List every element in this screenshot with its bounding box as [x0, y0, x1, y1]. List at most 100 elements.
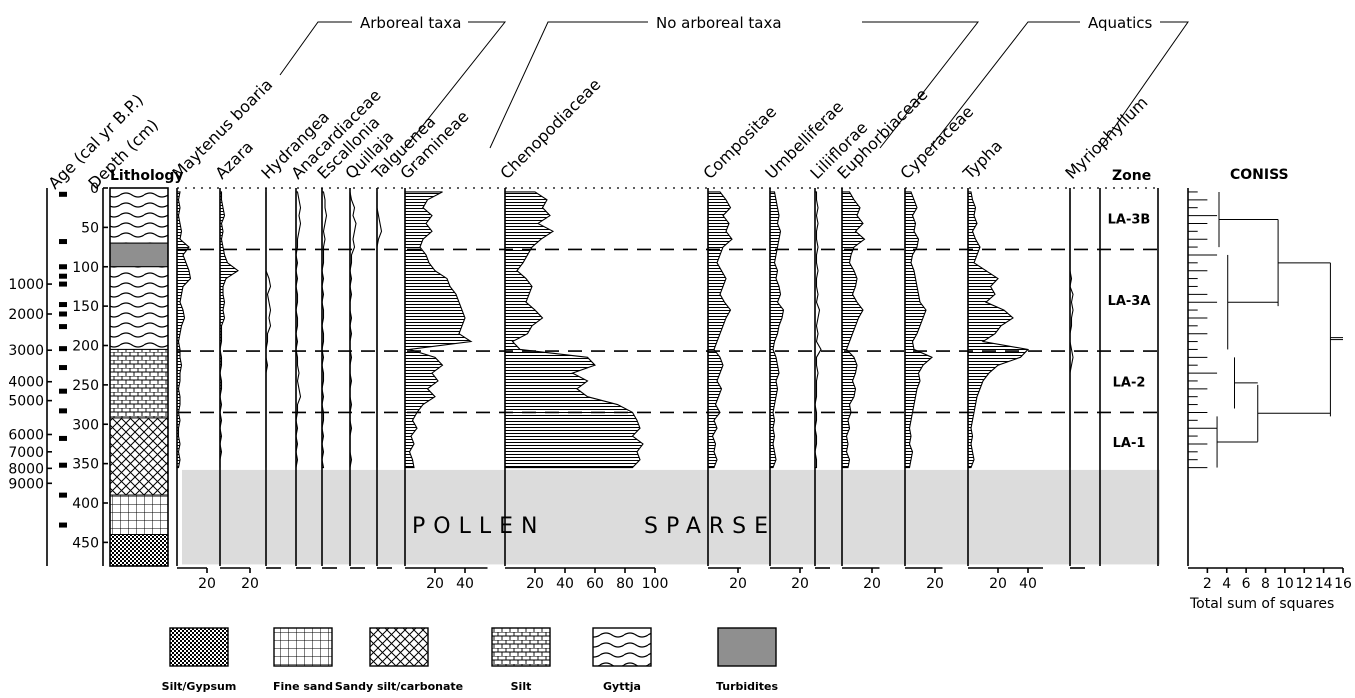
legend-label: Gyttja	[603, 680, 641, 693]
radiocarbon-date-marker	[59, 522, 67, 528]
taxon-curve	[904, 191, 934, 469]
taxon-curve	[814, 191, 822, 469]
taxon-tick-label: 20	[241, 576, 259, 592]
coniss-tick-label: 4	[1222, 576, 1231, 592]
taxon-tick-label: 40	[1019, 576, 1037, 592]
radiocarbon-date-marker	[59, 273, 67, 279]
taxon-tick-label: 20	[526, 576, 544, 592]
taxon-curve	[841, 191, 866, 469]
legend-swatch	[592, 627, 652, 667]
coniss-tick-label: 2	[1203, 576, 1212, 592]
lithology-legend: Silt/Gypsum Fine sand Sandy silt/carbonate…	[162, 627, 779, 693]
taxon-curve	[707, 191, 733, 469]
depth-tick-label: 150	[72, 299, 99, 315]
group-label-aquatics: Aquatics	[1088, 14, 1153, 32]
taxon-tick-label: 40	[556, 576, 574, 592]
legend-swatch	[273, 627, 333, 667]
legend-item-silt_gypsum: Silt/Gypsum	[162, 627, 237, 693]
radiocarbon-date-marker	[59, 311, 67, 317]
depth-tick-label: 250	[72, 378, 99, 394]
taxon-tick-label: 20	[926, 576, 944, 592]
zone-column: Zone LA-3B LA-3A LA-2 LA-1	[1099, 168, 1159, 566]
lithology-unit-fine_sand	[109, 494, 169, 535]
group-label-arboreal: Arboreal taxa	[360, 14, 461, 32]
radiocarbon-date-marker	[59, 435, 67, 441]
legend-item-sandy_silt_carbonate: Sandy silt/carbonate	[335, 627, 463, 693]
taxon-name: Typha	[959, 136, 1006, 183]
age-tick-label: 9000	[8, 476, 44, 492]
taxon-tick-label: 20	[426, 576, 444, 592]
zone-boundaries	[177, 187, 1158, 414]
radiocarbon-date-marker	[59, 408, 67, 414]
legend-swatch	[717, 627, 777, 667]
lithology-title: Lithology	[110, 168, 184, 184]
radiocarbon-date-marker	[59, 239, 67, 245]
pollen-sparse-band	[182, 469, 1160, 565]
coniss-tick-label: 10	[1276, 576, 1294, 592]
group-label-non-arboreal: No arboreal taxa	[656, 14, 782, 32]
zone-title: Zone	[1112, 168, 1151, 184]
radiocarbon-date-marker	[59, 365, 67, 371]
depth-axis: 0 50 100 150 200 250 300 350 400 450	[72, 181, 108, 566]
coniss-title: CONISS	[1230, 167, 1289, 183]
legend-item-silt: Silt	[491, 627, 551, 693]
lithology-unit-gyttja	[109, 266, 169, 350]
legend-item-fine_sand: Fine sand	[273, 627, 333, 693]
depth-tick-label: 50	[81, 220, 99, 236]
legend-label: Silt/Gypsum	[162, 680, 237, 693]
coniss-dendrogram: CONISS Total sum of squares 2 4 6 8 10 12 14 16	[1187, 167, 1352, 612]
coniss-tick-label: 12	[1295, 576, 1313, 592]
taxon-tick-label: 20	[198, 576, 216, 592]
legend-item-gyttja: Gyttja	[592, 627, 652, 693]
age-tick-label: 1000	[8, 277, 44, 293]
radiocarbon-date-marker	[59, 346, 67, 352]
radiocarbon-date-marker	[59, 462, 67, 468]
taxon-name: Chenopodiaceae	[496, 75, 604, 183]
taxon-tick-label: 60	[586, 576, 604, 592]
depth-tick-label: 200	[72, 339, 99, 355]
age-tick-label: 5000	[8, 394, 44, 410]
legend-label: Silt	[511, 680, 532, 693]
coniss-tick-label: 6	[1242, 576, 1251, 592]
coniss-xlabel: Total sum of squares	[1189, 596, 1334, 612]
taxon-tick-label: 80	[616, 576, 634, 592]
taxon-tick-label: 100	[642, 576, 669, 592]
radiocarbon-date-marker	[59, 264, 67, 270]
coniss-tick-label: 8	[1261, 576, 1270, 592]
legend-item-turbidites: Turbidites	[716, 627, 779, 693]
age-tick-label: 3000	[8, 343, 44, 359]
taxon-curve	[504, 191, 644, 469]
coniss-tick-label: 16	[1334, 576, 1352, 592]
taxon-tick-label: 20	[863, 576, 881, 592]
lithology-frame	[109, 187, 169, 567]
taxon-tick-label: 20	[729, 576, 747, 592]
pollen-sparse-label-left: POLLEN	[412, 514, 545, 539]
zone-label: LA-3A	[1108, 294, 1151, 309]
age-tick-label: 8000	[8, 461, 44, 477]
legend-swatch	[491, 627, 551, 667]
radiocarbon-date-marker	[59, 302, 67, 308]
taxon-curve	[321, 191, 328, 469]
zone-label: LA-3B	[1108, 213, 1151, 228]
age-tick-label: 6000	[8, 427, 44, 443]
radiocarbon-date-marker	[59, 388, 67, 394]
zone-label: LA-1	[1113, 436, 1146, 451]
age-tick-label: 7000	[8, 445, 44, 461]
lithology-unit-silt	[109, 348, 169, 419]
taxon-curve	[967, 191, 1030, 469]
legend-label: Sandy silt/carbonate	[335, 680, 463, 693]
depth-tick-label: 100	[72, 260, 99, 276]
coniss-tick-label: 14	[1315, 576, 1333, 592]
taxon-curve	[404, 191, 473, 469]
radiocarbon-date-marker	[59, 191, 67, 197]
pollen-sparse-label-right: SPARSE	[644, 514, 776, 539]
lithology-unit-silt_gypsum	[109, 534, 169, 567]
legend-label: Fine sand	[273, 680, 333, 693]
depth-tick-label: 450	[72, 535, 99, 551]
radiocarbon-date-marker	[59, 324, 67, 330]
radiocarbon-date-marker	[59, 281, 67, 287]
taxon-curve	[219, 191, 239, 468]
depth-tick-label: 300	[72, 417, 99, 433]
